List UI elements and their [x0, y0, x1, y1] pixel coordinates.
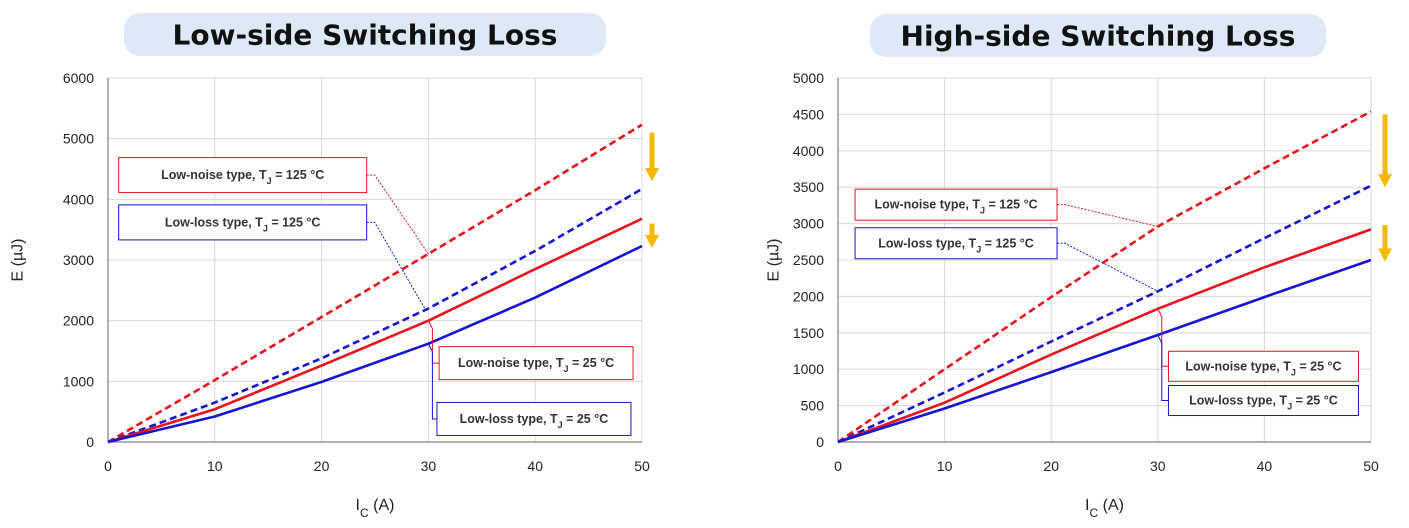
y-tick-label: 2000: [793, 288, 824, 304]
y-tick-label: 1500: [793, 325, 824, 341]
y-tick-label: 3000: [63, 252, 94, 268]
x-tick-label: 20: [1043, 458, 1059, 474]
y-tick-label: 4000: [793, 143, 824, 159]
y-tick-label: 0: [86, 434, 94, 450]
y-tick-label: 3000: [793, 216, 824, 232]
x-axis-label: IC (A): [1085, 497, 1124, 520]
x-axis-label: IC (A): [356, 497, 395, 520]
down-arrow-icon: [645, 168, 659, 181]
y-tick-label: 2000: [63, 313, 94, 329]
x-tick-label: 30: [421, 458, 437, 474]
x-tick-label: 50: [634, 458, 650, 474]
y-tick-label: 5000: [63, 131, 94, 147]
y-axis-label: E (µJ): [766, 239, 783, 282]
y-axis-label: E (µJ): [10, 239, 27, 282]
down-arrow-icon: [1378, 248, 1392, 261]
x-tick-label: 40: [1257, 458, 1273, 474]
x-tick-label: 40: [527, 458, 543, 474]
chart-low-side: Low-side Switching Loss 0 1000 2000 3000 4000…: [10, 13, 660, 520]
x-tick-label: 50: [1363, 458, 1379, 474]
x-tick-label: 10: [207, 458, 223, 474]
y-tick-label: 1000: [63, 373, 94, 389]
chart-title: Low-side Switching Loss: [173, 19, 558, 52]
y-tick-label: 3500: [793, 179, 824, 195]
y-tick-label: 0: [816, 434, 824, 450]
y-tick-label: 4500: [793, 106, 824, 122]
y-tick-label: 2500: [793, 252, 824, 268]
down-arrow-icon: [645, 235, 659, 248]
chart-title: High-side Switching Loss: [901, 20, 1296, 53]
y-tick-label: 5000: [793, 70, 824, 86]
y-tick-label: 6000: [63, 70, 94, 86]
y-tick-label: 500: [801, 398, 825, 414]
x-tick-label: 20: [314, 458, 330, 474]
x-tick-label: 10: [937, 458, 953, 474]
x-tick-label: 30: [1150, 458, 1166, 474]
y-tick-label: 1000: [793, 361, 824, 377]
chart-high-side: High-side Switching Loss0500100015002000…: [766, 14, 1393, 520]
y-tick-label: 4000: [63, 191, 94, 207]
x-tick-label: 0: [834, 458, 842, 474]
down-arrow-icon: [1378, 174, 1392, 187]
x-tick-label: 0: [104, 458, 112, 474]
